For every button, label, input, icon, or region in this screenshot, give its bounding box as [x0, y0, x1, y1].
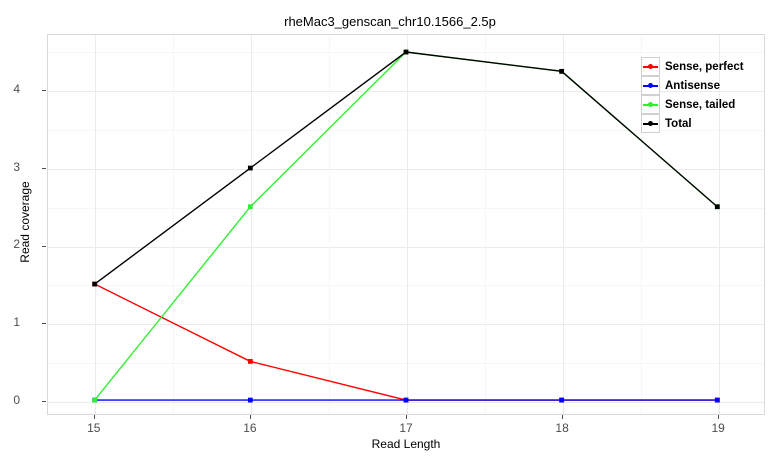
y-tick-mark — [42, 401, 46, 402]
x-axis-title: Read Length — [371, 437, 441, 451]
data-point — [247, 397, 253, 403]
data-point — [403, 49, 409, 55]
y-tick-mark — [42, 167, 46, 169]
gridline-minor-vertical — [172, 35, 174, 414]
gridline-major-horizontal — [48, 324, 764, 326]
gridline-major-horizontal — [48, 402, 764, 403]
series-sense-perfect — [92, 281, 720, 403]
legend-key-point — [648, 121, 653, 126]
legend-key-point — [648, 83, 653, 88]
series-line — [94, 51, 718, 285]
legend-item: Antisense — [641, 76, 744, 95]
gridline-major-horizontal — [48, 168, 764, 170]
data-point — [247, 359, 253, 364]
y-tick-mark — [42, 90, 46, 91]
legend-item: Total — [641, 114, 744, 133]
gridline-major-vertical — [563, 35, 565, 414]
legend-item-label: Total — [665, 117, 692, 130]
x-tick-label: 17 — [399, 421, 413, 435]
series-line — [94, 283, 718, 401]
gridline-minor-horizontal — [48, 207, 764, 209]
legend-item-label: Antisense — [665, 79, 720, 92]
series-layer — [92, 49, 720, 403]
legend: Sense, perfect Antisense Sense, tailed Tota… — [641, 57, 744, 133]
x-tick-label: 19 — [711, 421, 725, 435]
data-point — [559, 68, 565, 74]
data-point — [714, 397, 720, 403]
y-axis-title: Read coverage — [18, 181, 32, 263]
x-tick-mark — [406, 415, 407, 419]
legend-key-point — [648, 102, 653, 107]
y-tick-mark — [42, 323, 46, 325]
series-total — [92, 49, 720, 287]
data-point — [247, 204, 253, 210]
data-point — [559, 397, 565, 403]
y-tick-label: 2 — [13, 237, 20, 252]
y-tick-label: 4 — [13, 81, 20, 96]
gridline-major-vertical — [250, 35, 252, 414]
data-point — [92, 281, 98, 287]
gridline-major-vertical — [719, 35, 721, 414]
x-tick-mark — [562, 415, 564, 419]
chart-title: rheMac3_genscan_chr10.1566_2.5p — [284, 14, 496, 29]
legend-key-point — [648, 64, 653, 69]
series-antisense — [92, 397, 720, 403]
series-line — [94, 51, 718, 401]
series-sense-tailed — [92, 49, 720, 403]
legend-item: Sense, perfect — [641, 57, 744, 76]
legend-key-swatch — [641, 114, 660, 133]
legend-item: Sense, tailed — [641, 95, 744, 114]
data-point — [714, 204, 720, 210]
x-tick-mark — [93, 415, 95, 419]
data-point — [247, 165, 253, 171]
data-point — [92, 397, 98, 403]
x-tick-mark — [249, 415, 251, 419]
gridline-major-horizontal — [48, 91, 764, 92]
legend-item-label: Sense, tailed — [665, 98, 736, 111]
y-tick-label: 1 — [13, 315, 20, 330]
y-tick-mark — [42, 245, 46, 247]
gridline-major-horizontal — [48, 246, 764, 248]
legend-key-swatch — [641, 95, 660, 114]
x-tick-mark — [718, 415, 720, 419]
gridline-minor-horizontal — [48, 363, 764, 365]
legend-key-swatch — [641, 76, 660, 95]
gridline-major-vertical — [407, 35, 408, 414]
gridline-minor-vertical — [485, 35, 486, 414]
x-tick-label: 15 — [87, 421, 101, 435]
x-tick-label: 18 — [555, 421, 569, 435]
gridline-minor-vertical — [329, 35, 330, 414]
legend-key-swatch — [641, 57, 660, 76]
y-tick-label: 3 — [13, 159, 20, 174]
y-tick-label: 0 — [13, 393, 20, 407]
legend-item-label: Sense, perfect — [665, 60, 744, 73]
gridline-minor-vertical — [641, 35, 643, 414]
gridline-minor-horizontal — [48, 285, 764, 287]
gridline-major-vertical — [94, 35, 96, 414]
gridline-minor-horizontal — [48, 129, 764, 131]
data-point — [403, 397, 409, 403]
x-tick-label: 16 — [243, 421, 257, 435]
